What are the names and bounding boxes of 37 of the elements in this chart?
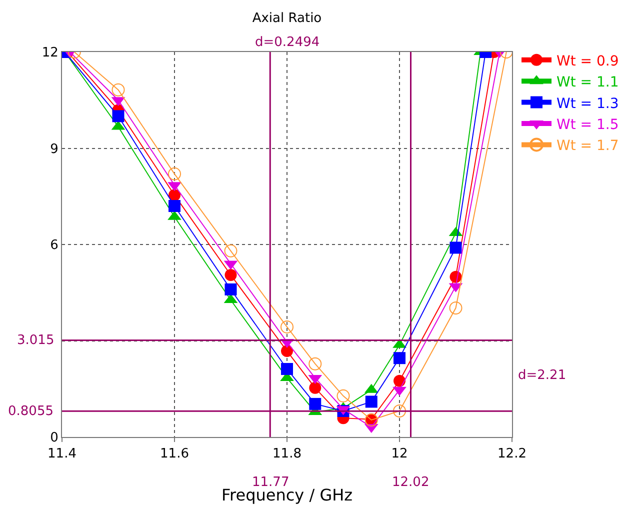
point [308, 357, 322, 370]
point [365, 396, 378, 408]
y-tick-label: 9 [50, 142, 58, 157]
x-tick-label: 11.4 [48, 446, 76, 462]
point [281, 362, 293, 375]
point [393, 404, 406, 418]
legend-label: Wt = 1.1 [556, 74, 619, 91]
point [450, 242, 462, 254]
y-tick-label: 6 [50, 238, 58, 254]
point [280, 320, 294, 334]
text: d=0.2494 [255, 35, 320, 50]
legend-label: Wt = 0.9 [556, 53, 619, 70]
point [224, 268, 237, 281]
point [309, 382, 322, 394]
point [281, 345, 293, 358]
point [394, 374, 406, 387]
point [168, 200, 180, 212]
x-tick-label: 12.2 [498, 446, 526, 462]
legend-label: Wt = 1.3 [556, 96, 619, 112]
x-tick-label: 11.8 [272, 446, 302, 462]
x-tick-label: 11.6 [160, 446, 189, 462]
point [449, 302, 462, 315]
point [394, 352, 406, 364]
ref-line-label: 0.8055 [8, 404, 54, 419]
chart-title: Axial Ratio [252, 10, 322, 26]
point [224, 244, 238, 258]
x-tick-label: 12 [391, 446, 408, 462]
text: d=2.21 [518, 368, 566, 383]
legend-label: Wt = 1.7 [556, 138, 619, 154]
ref-line-label: 3.015 [17, 333, 54, 348]
ref-line-label: 12.02 [392, 475, 430, 490]
point [309, 398, 322, 410]
point [224, 283, 237, 296]
point [336, 389, 350, 402]
y-tick-label: 12 [42, 46, 58, 61]
y-tick-label: 0 [50, 430, 58, 446]
legend-label: Wt = 1.5 [556, 116, 619, 133]
